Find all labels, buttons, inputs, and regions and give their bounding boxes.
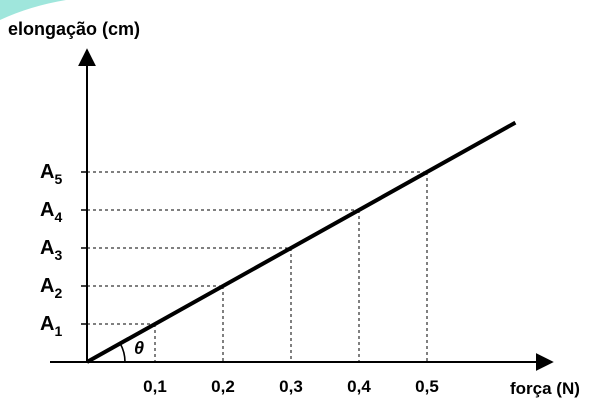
corner-swoosh-decoration (0, 0, 66, 20)
angle-theta-label: θ (134, 338, 144, 358)
x-tick-label: 0,5 (415, 377, 439, 396)
x-tick-label: 0,1 (143, 377, 167, 396)
x-tick-labels: 0,1 0,2 0,3 0,4 0,5 (143, 377, 439, 396)
angle-arc (119, 343, 126, 363)
y-axis-label: elongação (cm) (8, 19, 140, 39)
y-tick-label: A3 (40, 237, 62, 263)
x-tick-label: 0,3 (279, 377, 303, 396)
guide-lines (81, 171, 428, 362)
y-tick-label: A5 (40, 161, 62, 187)
x-tick-label: 0,4 (347, 377, 371, 396)
x-axis-label: força (N) (510, 379, 580, 398)
x-tick-label: 0,2 (211, 377, 235, 396)
y-tick-labels: A1 A2 A3 A4 A5 (40, 161, 62, 339)
data-line (86, 120, 517, 364)
y-tick-label: A4 (40, 199, 62, 225)
y-tick-label: A2 (40, 275, 62, 301)
y-tick-label: A1 (40, 313, 62, 339)
